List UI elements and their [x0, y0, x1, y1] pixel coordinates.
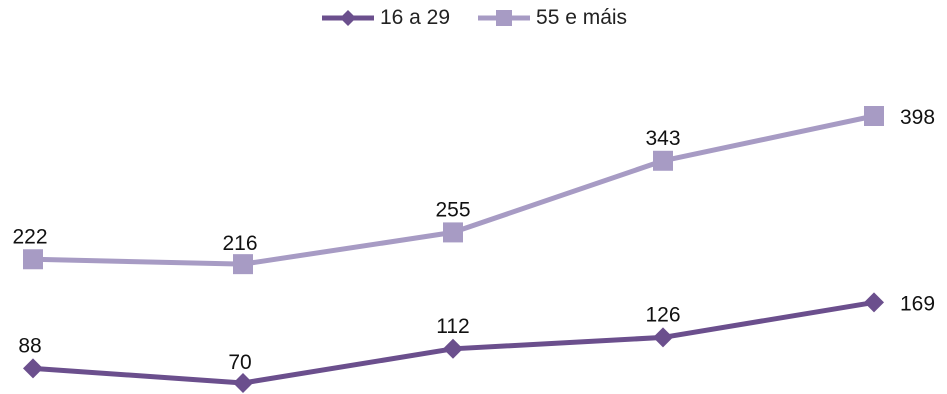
data-point-s1-3 [653, 150, 673, 171]
data-point-s0-4 [864, 292, 884, 313]
data-point-s1-4 [864, 106, 884, 126]
data-point-s1-1 [233, 254, 253, 275]
data-point-s0-3 [653, 327, 673, 348]
data-label-s1-0: 222 [12, 225, 47, 248]
data-label-s0-3: 126 [645, 303, 680, 326]
legend-line-square-marker [478, 10, 531, 26]
data-label-s1-3: 343 [645, 127, 680, 150]
legend-line-diamond-marker [321, 10, 374, 26]
legend-label-55-e-mais: 55 e máis [536, 6, 628, 29]
data-label-s1-1: 216 [222, 232, 257, 255]
legend-item-16-a-29: 16 a 29 [320, 6, 450, 30]
legend: 16 a 29 55 e máis [0, 6, 947, 30]
data-label-s0-1: 70 [228, 351, 251, 374]
legend-item-55-e-mais: 55 e máis [476, 6, 627, 30]
data-label-s1-2: 255 [435, 198, 470, 221]
data-point-s0-2 [443, 338, 463, 359]
data-label-s0-0: 88 [18, 334, 41, 357]
data-label-s0-4: 169 [900, 292, 935, 315]
legend-label-16-a-29: 16 a 29 [379, 6, 451, 29]
data-point-s1-0 [23, 249, 43, 270]
data-label-s0-2: 112 [436, 315, 469, 338]
data-point-s0-1 [233, 373, 253, 393]
data-label-s1-4: 398 [900, 106, 935, 129]
data-point-s0-0 [23, 358, 43, 379]
data-point-s1-2 [443, 222, 463, 243]
